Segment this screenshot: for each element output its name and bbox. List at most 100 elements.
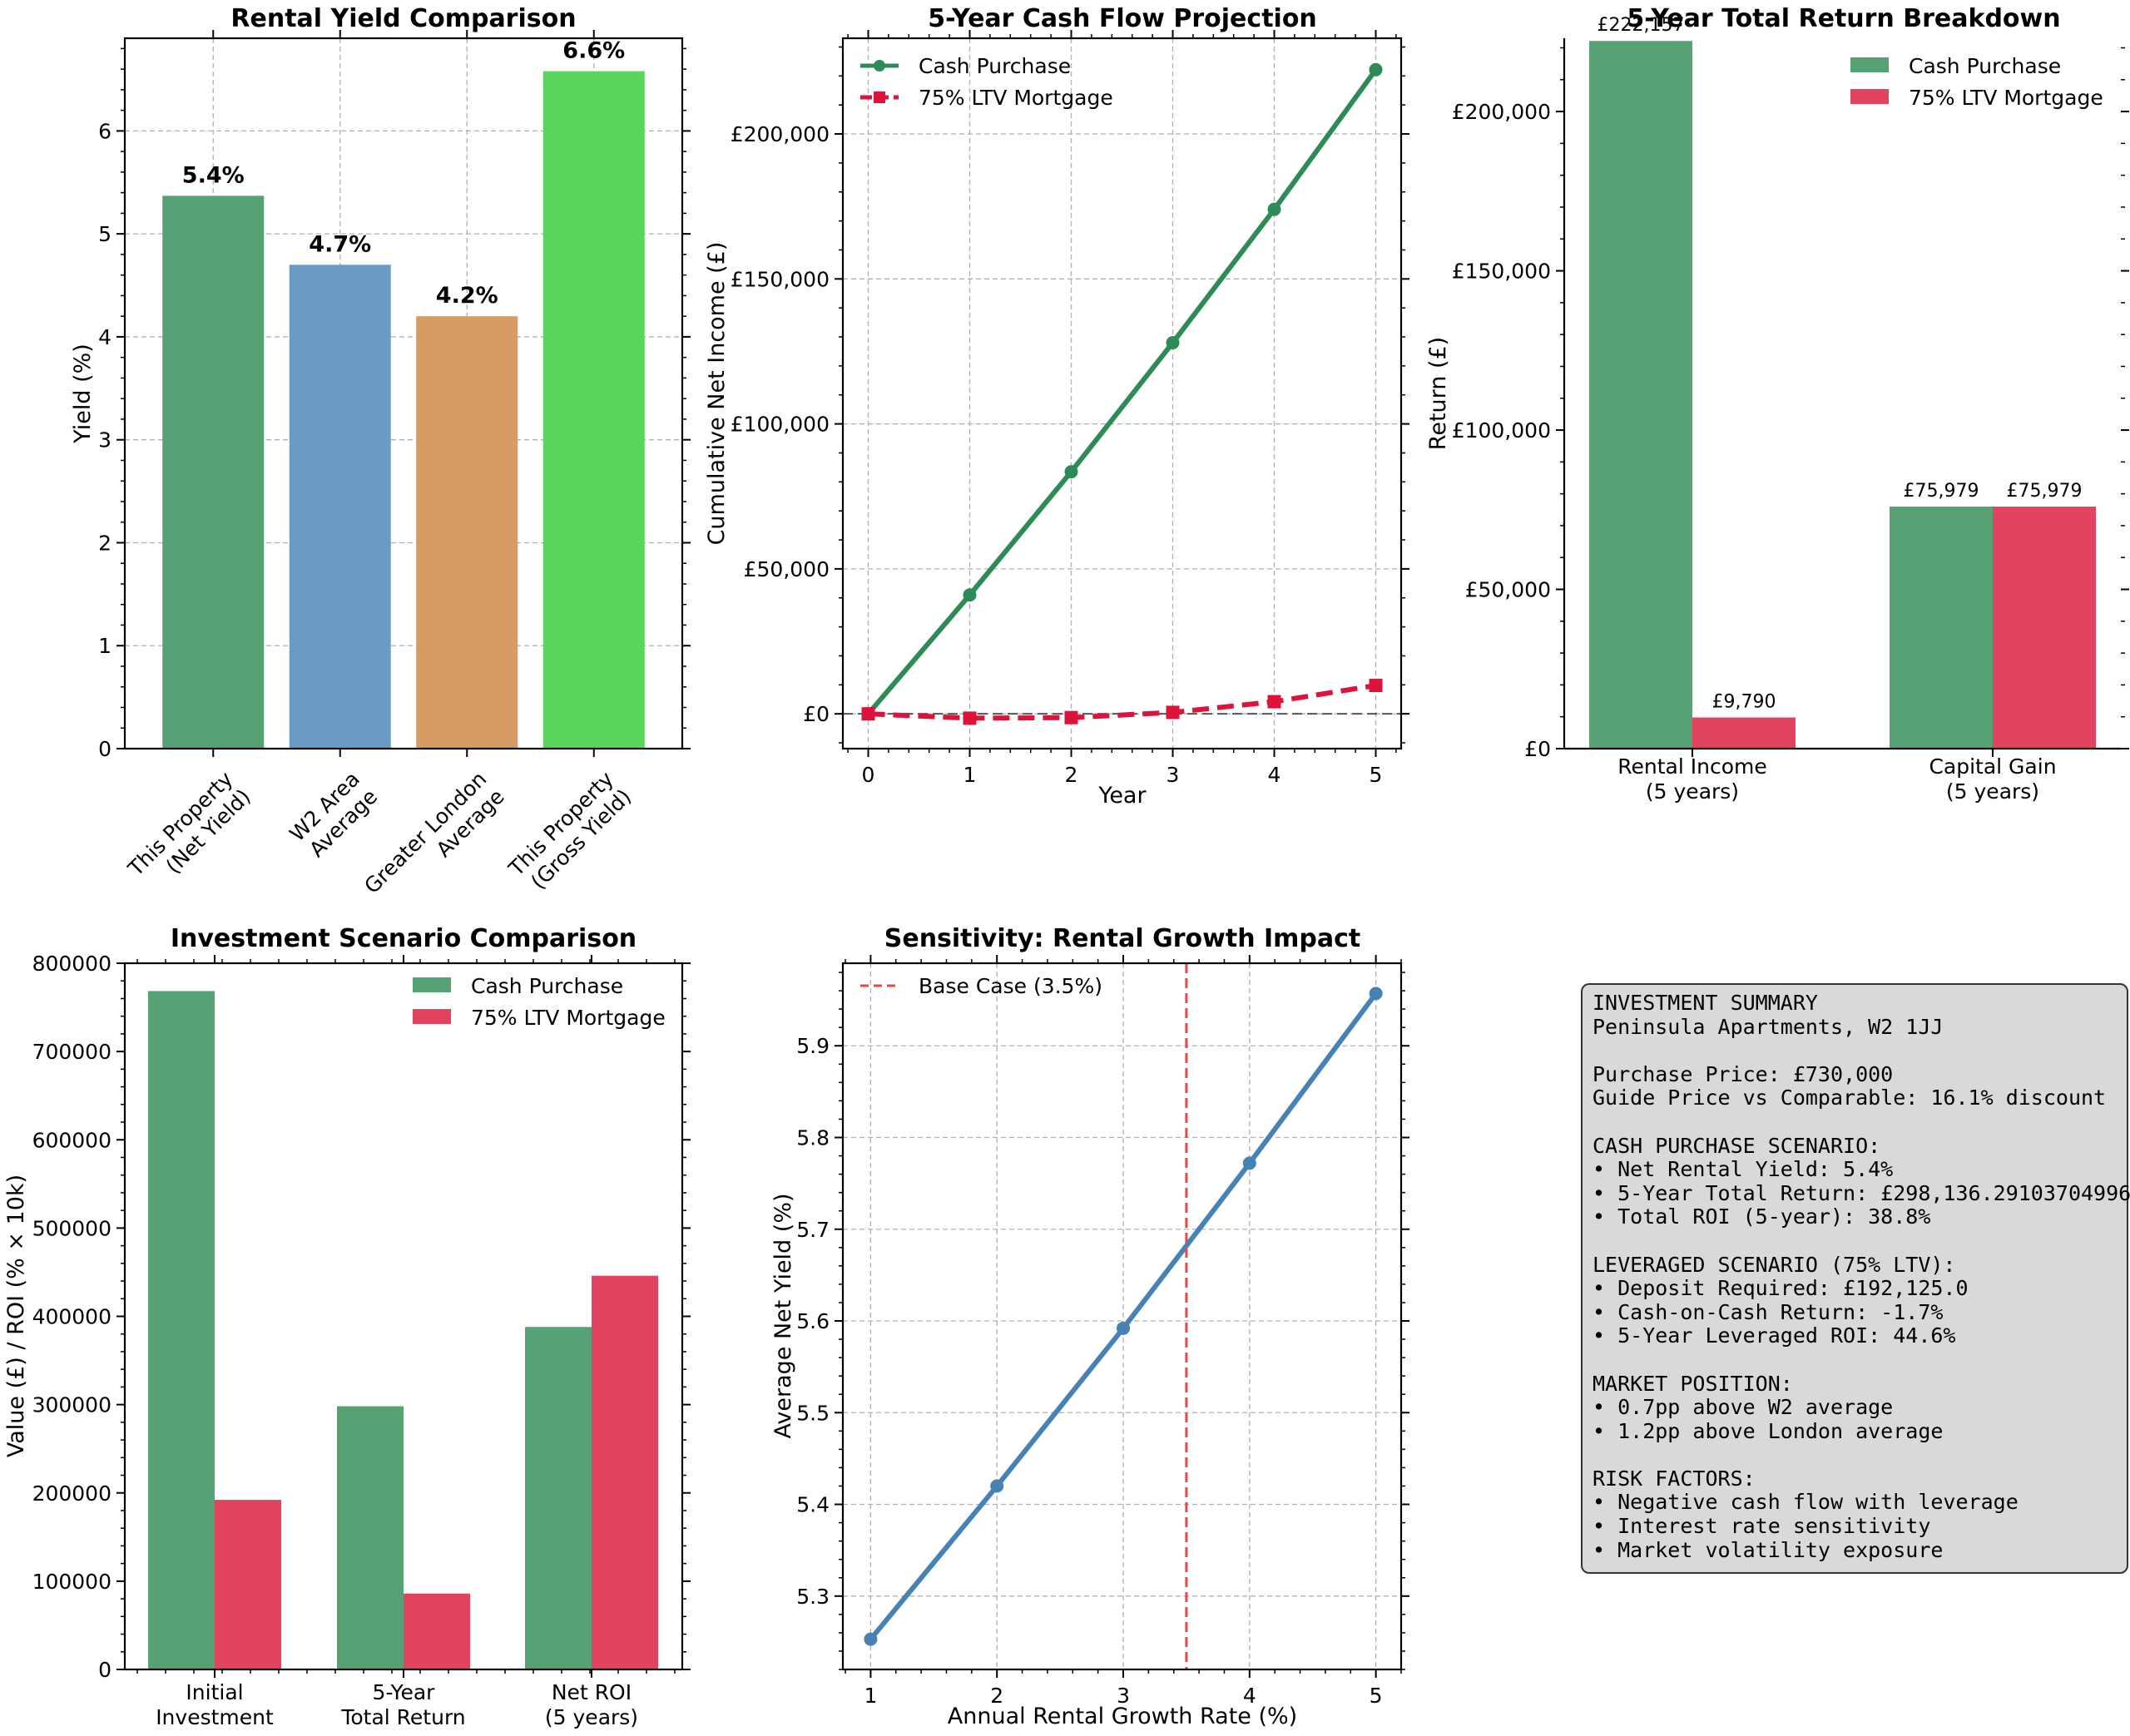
yield-chart-plot-frame [123,37,684,750]
scenario-chart-ylabel: Value (£) / ROI (% × 10k) [3,1175,29,1457]
sensitivity-chart-legend: Base Case (3.5%) [860,974,1102,998]
yield-chart-y-ticks: 0 1 2 3 4 5 6 [98,47,691,761]
yield-chart-bar [416,316,518,749]
cashflow-chart-ytick-label: £50,000 [744,557,830,581]
scenario-chart-ytick-label: 800000 [32,952,111,976]
investment-summary-box: INVESTMENT SUMMARY Peninsula Apartments, … [1581,983,2130,1574]
yield-chart-ytick-label: 5 [98,222,111,246]
summary-blank-line [1593,1229,2117,1254]
sensitivity-chart-ytick-label: 5.8 [796,1125,830,1150]
summary-blank-line [1593,1348,2117,1372]
summary-line: MARKET POSITION: [1593,1371,1793,1396]
yield-chart-xtick-label: This Property(Gross Yield) [503,767,636,894]
cashflow-chart-xtick-label: 4 [1268,763,1281,787]
sensitivity-chart-point [1242,1156,1256,1170]
svg-text:Capital Gain: Capital Gain [1929,754,2056,779]
summary-line: • Negative cash flow with leverage [1593,1490,2019,1515]
sensitivity-chart-ytick-label: 5.5 [796,1401,830,1425]
summary-line: CASH PURCHASE SCENARIO: [1593,1133,1881,1158]
sensitivity-chart-title: Sensitivity: Rental Growth Impact [884,924,1361,953]
cashflow-chart-point [1369,679,1383,693]
cashflow-chart-xtick-label: 2 [1065,763,1078,787]
summary-line: RISK FACTORS: [1593,1466,1756,1491]
scenario-chart-ytick-label: 100000 [32,1570,111,1594]
summary-line: LEVERAGED SCENARIO (75% LTV): [1593,1252,1956,1277]
summary-line: • Total ROI (5-year): 38.8% [1593,1204,1931,1229]
sensitivity-chart-xtick-label: 3 [1117,1684,1130,1708]
cashflow-chart-title: 5-Year Cash Flow Projection [928,4,1317,33]
cashflow-chart-legend-label: Cash Purchase [919,54,1071,78]
summary-line: Purchase Price: £730,000 [1593,1061,1894,1086]
scenario-chart-ytick-label: 0 [98,1658,111,1682]
yield-chart-ytick-label: 0 [98,737,111,761]
yield-chart-xtick-label: This Property(Net Yield) [123,767,255,882]
scenario-chart-y-ticks: 0 100000 200000 300000 400000 500000 600000 700… [32,952,691,1682]
sensitivity-chart-point [864,1632,878,1646]
cashflow-chart-plot-frame [841,37,1403,750]
svg-text:Investment: Investment [156,1705,274,1729]
cashflow-chart-ytick-label: £200,000 [731,122,830,146]
summary-line: • Net Rental Yield: 5.4% [1593,1157,1894,1182]
totalreturn-chart-ytick-label: £0 [1524,737,1551,761]
svg-text:Rental Income: Rental Income [1617,754,1766,779]
cashflow-chart-point [1166,336,1180,349]
totalreturn-chart-ytick-label: £150,000 [1452,260,1551,284]
summary-line: • 1.2pp above London average [1593,1418,1944,1443]
cashflow-chart-legend: Cash Purchase 75% LTV Mortgage [860,54,1113,110]
cashflow-chart-x-ticks: 0 1 2 3 4 5 [847,30,1397,787]
sensitivity-chart-y-ticks: 5.3 5.4 5.5 5.6 5.7 5.8 5.9 [796,972,1409,1670]
sensitivity-chart-xtick-label: 2 [990,1684,1003,1708]
totalreturn-chart-legend-label: Cash Purchase [1909,54,2061,78]
scenario-chart-ytick-label: 600000 [32,1128,111,1152]
sensitivity-chart-ylabel: Average Net Yield (%) [770,1193,796,1438]
cashflow-chart-legend-marker [874,60,885,72]
summary-line: • Market volatility exposure [1593,1537,1944,1562]
yield-chart-ytick-label: 6 [98,119,111,143]
sensitivity-chart-point [1117,1321,1131,1335]
sensitivity-chart-ytick-label: 5.3 [796,1585,830,1609]
cashflow-chart-series-line [868,683,1376,721]
scenario-chart-legend-label: Cash Purchase [471,974,623,998]
cashflow-chart-ytick-label: £100,000 [731,413,830,437]
cashflow-chart-ylabel: Cumulative Net Income (£) [704,242,730,546]
totalreturn-chart-legend-label: 75% LTV Mortgage [1909,86,2103,110]
cashflow-chart-xtick-label: 3 [1167,763,1180,787]
cashflow-chart-xlabel: Year [1097,783,1147,809]
sensitivity-chart-xtick-label: 5 [1370,1684,1383,1708]
scenario-chart-ytick-label: 700000 [32,1040,111,1064]
totalreturn-chart-bar [1890,507,1993,749]
scenario-chart-x-ticks [136,959,676,1674]
sensitivity-chart-axes [843,963,1401,1669]
cashflow-chart-point [1064,465,1078,479]
yield-chart-ytick-label: 2 [98,531,111,555]
svg-text:(5 years): (5 years) [545,1705,638,1729]
totalreturn-chart-y-ticks: £0 £50,000 £100,000 £150,000 £200,000 [1452,47,2129,761]
yield-chart-ytick-label: 1 [98,634,111,658]
summary-line: INVESTMENT SUMMARY [1593,991,1818,1015]
sensitivity-chart-legend-label: Base Case (3.5%) [919,974,1102,998]
scenario-chart-legend-swatch [413,977,451,992]
scenario-chart-bar [337,1406,404,1669]
svg-text:5-Year: 5-Year [373,1680,436,1704]
totalreturn-chart-legend-swatch [1850,57,1889,72]
sensitivity-chart-ytick-label: 5.6 [796,1309,830,1333]
cashflow-chart-point [1267,202,1281,216]
svg-text:Net ROI: Net ROI [552,1680,632,1704]
cashflow-chart-xtick-label: 0 [862,763,875,787]
yield-chart-value-label: 4.7% [309,231,371,257]
summary-line: • Deposit Required: £192,125.0 [1593,1276,1969,1301]
cashflow-chart-ytick-label: £0 [803,702,830,726]
cashflow-chart-point [861,707,875,721]
totalreturn-chart-bar [1993,507,2096,749]
yield-chart-ytick-label: 3 [98,428,111,453]
scenario-chart-bar [525,1327,592,1669]
totalreturn-chart-value-label: £222,157 [1598,15,1685,36]
cashflow-chart-y-ticks: £0 £50,000 £100,000 £150,000 £200,000 [731,46,1409,744]
scenario-chart-legend-label: 75% LTV Mortgage [471,1006,666,1030]
cashflow-chart-legend-marker [874,91,885,103]
yield-chart-value-label: 6.6% [562,38,625,64]
cashflow-chart-point [1064,710,1078,725]
scenario-chart-title: Investment Scenario Comparison [171,924,637,953]
